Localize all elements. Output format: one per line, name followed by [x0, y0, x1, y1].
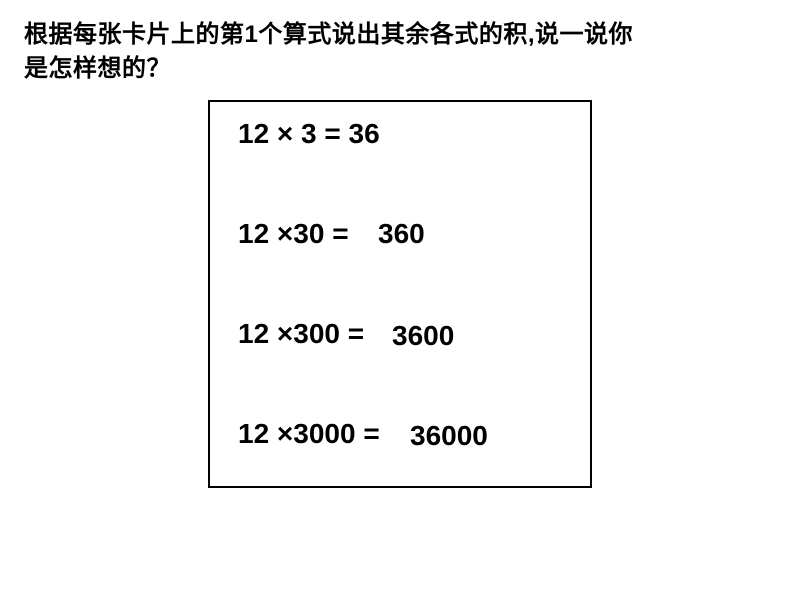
equation-3: 12 ×300 = — [238, 318, 364, 350]
equation-1: 12 × 3 = 36 — [238, 118, 380, 150]
instruction-part3: 说一说你 — [535, 21, 633, 48]
instruction-bold-number: 1 — [245, 21, 259, 48]
instruction-part2: 个算式说出其余各式的积 — [258, 21, 528, 48]
instruction-part1: 根据每张卡片上的第 — [24, 21, 245, 48]
instruction-text: 根据每张卡片上的第1个算式说出其余各式的积,说一说你 是怎样想的？ — [24, 18, 633, 85]
answer-2: 360 — [378, 218, 425, 250]
equation-2: 12 ×30 = — [238, 218, 349, 250]
equation-4: 12 ×3000 = — [238, 418, 380, 450]
answer-3: 3600 — [392, 320, 454, 352]
instruction-comma: , — [528, 21, 535, 48]
equation-card: 12 × 3 = 36 12 ×30 = 360 12 ×300 = 3600 … — [208, 100, 592, 488]
answer-4: 36000 — [410, 420, 488, 452]
instruction-line2: 是怎样想的？ — [24, 55, 171, 82]
